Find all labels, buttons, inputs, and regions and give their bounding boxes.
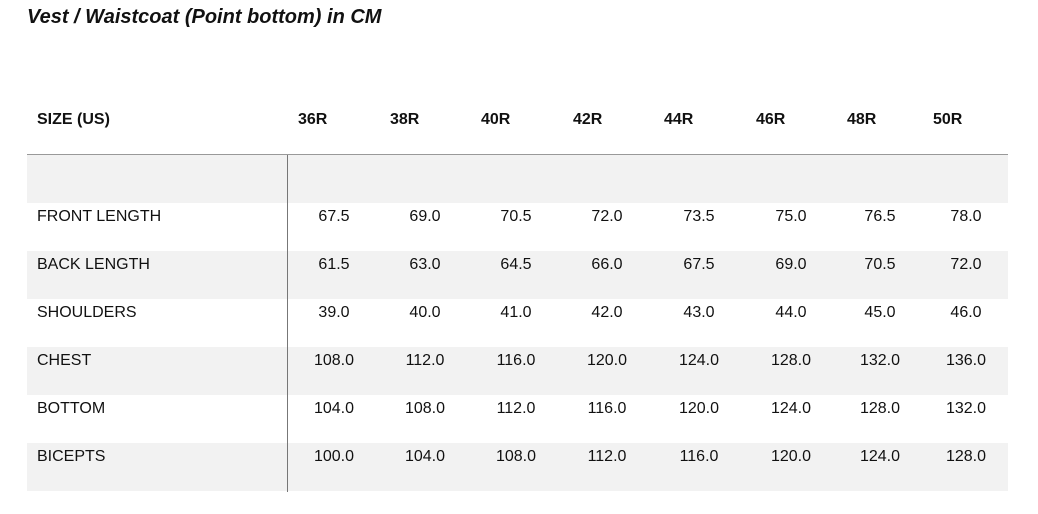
- value-cell: 120.0: [586, 352, 628, 369]
- value-cell: 66.0: [591, 256, 623, 273]
- row-band: [27, 347, 1008, 395]
- value-cell: 112.0: [405, 352, 445, 369]
- title: Vest / Waistcoat (Point bottom) in CM: [27, 6, 382, 28]
- value-cell: 100.0: [313, 448, 355, 465]
- value-cell: 120.0: [770, 448, 812, 465]
- value-cell: 128.0: [945, 448, 987, 465]
- row-band: [27, 443, 1008, 491]
- row-label: CHEST: [37, 352, 92, 369]
- value-cell: 132.0: [945, 400, 987, 417]
- value-cell: 40.0: [409, 304, 441, 321]
- value-cell: 67.5: [683, 256, 715, 273]
- value-cell: 63.0: [409, 256, 441, 273]
- value-cell: 64.5: [500, 256, 532, 273]
- value-cell: 116.0: [587, 400, 627, 417]
- value-cell: 108.0: [404, 400, 446, 417]
- row-band: [27, 251, 1008, 299]
- value-cell: 41.0: [500, 304, 532, 321]
- value-cell: 70.5: [500, 208, 532, 225]
- value-cell: 116.0: [679, 448, 719, 465]
- column-rule: [287, 155, 288, 492]
- value-cell: 70.5: [864, 256, 896, 273]
- row-band: [27, 155, 1008, 203]
- header-cell: 36R: [298, 111, 328, 128]
- header-cell: 44R: [664, 111, 694, 128]
- value-cell: 128.0: [859, 400, 901, 417]
- value-cell: 67.5: [318, 208, 350, 225]
- value-cell: 69.0: [775, 256, 807, 273]
- header-cell: 40R: [481, 111, 511, 128]
- header-cell: 48R: [847, 111, 877, 128]
- row-label: SHOULDERS: [37, 304, 137, 321]
- value-cell: 45.0: [864, 304, 896, 321]
- value-cell: 108.0: [495, 448, 537, 465]
- row-label: FRONT LENGTH: [37, 208, 162, 225]
- value-cell: 69.0: [409, 208, 441, 225]
- row-label: BACK LENGTH: [37, 256, 150, 273]
- value-cell: 72.0: [591, 208, 623, 225]
- header-cell: 42R: [573, 111, 603, 128]
- header-cell: SIZE (US): [37, 111, 110, 128]
- header-cell: 38R: [390, 111, 420, 128]
- row-label: BICEPTS: [37, 448, 106, 465]
- value-cell: 46.0: [950, 304, 982, 321]
- value-cell: 124.0: [770, 400, 812, 417]
- value-cell: 75.0: [775, 208, 807, 225]
- value-cell: 73.5: [683, 208, 715, 225]
- value-cell: 104.0: [313, 400, 355, 417]
- value-cell: 76.5: [864, 208, 896, 225]
- header-cell: 50R: [933, 111, 963, 128]
- value-cell: 44.0: [775, 304, 807, 321]
- value-cell: 108.0: [313, 352, 355, 369]
- row-label: BOTTOM: [37, 400, 106, 417]
- value-cell: 116.0: [496, 352, 536, 369]
- value-cell: 72.0: [950, 256, 982, 273]
- value-cell: 132.0: [859, 352, 901, 369]
- value-cell: 128.0: [770, 352, 812, 369]
- value-cell: 104.0: [404, 448, 446, 465]
- value-cell: 61.5: [318, 256, 350, 273]
- value-cell: 112.0: [587, 448, 627, 465]
- value-cell: 39.0: [318, 304, 350, 321]
- value-cell: 42.0: [591, 304, 623, 321]
- header-cell: 46R: [756, 111, 786, 128]
- value-cell: 120.0: [678, 400, 720, 417]
- value-cell: 124.0: [678, 352, 720, 369]
- value-cell: 78.0: [950, 208, 982, 225]
- value-cell: 124.0: [859, 448, 901, 465]
- value-cell: 136.0: [945, 352, 987, 369]
- header-rule: [27, 154, 1008, 155]
- value-cell: 112.0: [496, 400, 536, 417]
- value-cell: 43.0: [683, 304, 715, 321]
